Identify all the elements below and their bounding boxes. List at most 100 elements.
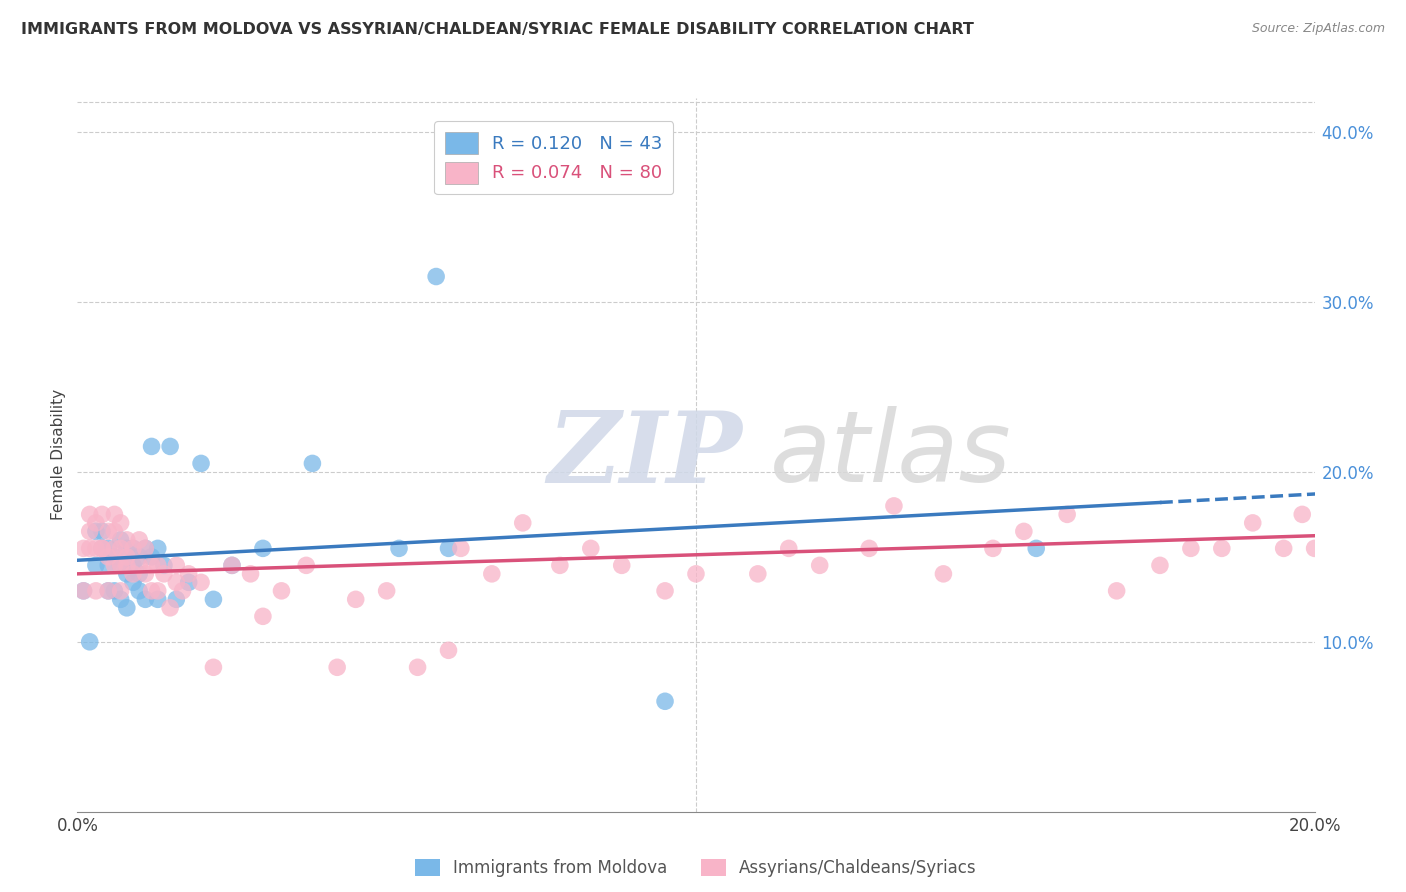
Point: [134, 566, 156, 581]
Point: [165, 592, 187, 607]
Point: [548, 558, 571, 573]
Point: [747, 566, 769, 581]
Point: [79, 541, 101, 556]
Point: [115, 533, 138, 547]
Point: [177, 566, 200, 581]
Point: [190, 575, 212, 590]
Point: [221, 558, 243, 573]
Point: [91, 541, 114, 556]
Point: [103, 541, 125, 556]
Point: [153, 558, 176, 573]
Point: [177, 575, 200, 590]
Point: [115, 566, 138, 581]
Point: [122, 541, 145, 556]
Point: [115, 558, 138, 573]
Point: [141, 549, 163, 564]
Point: [128, 533, 150, 547]
Point: [141, 558, 163, 573]
Point: [122, 566, 145, 581]
Point: [375, 583, 398, 598]
Point: [110, 558, 132, 573]
Point: [103, 558, 125, 573]
Point: [165, 558, 187, 573]
Point: [97, 524, 120, 539]
Point: [221, 558, 243, 573]
Point: [134, 592, 156, 607]
Point: [91, 524, 114, 539]
Point: [91, 541, 114, 556]
Point: [122, 541, 145, 556]
Point: [79, 508, 101, 522]
Point: [91, 541, 114, 556]
Text: atlas: atlas: [770, 407, 1012, 503]
Point: [252, 541, 274, 556]
Point: [141, 439, 163, 453]
Point: [115, 541, 138, 556]
Point: [1334, 499, 1357, 513]
Point: [239, 566, 262, 581]
Point: [481, 566, 503, 581]
Point: [450, 541, 472, 556]
Point: [610, 558, 633, 573]
Point: [110, 516, 132, 530]
Point: [91, 508, 114, 522]
Point: [128, 566, 150, 581]
Point: [1303, 541, 1326, 556]
Point: [512, 516, 534, 530]
Point: [437, 643, 460, 657]
Point: [115, 549, 138, 564]
Point: [190, 457, 212, 471]
Point: [97, 583, 120, 598]
Point: [1272, 541, 1295, 556]
Point: [79, 524, 101, 539]
Point: [1056, 508, 1078, 522]
Point: [202, 660, 225, 674]
Point: [437, 541, 460, 556]
Point: [110, 583, 132, 598]
Point: [159, 439, 181, 453]
Point: [406, 660, 429, 674]
Point: [72, 541, 94, 556]
Point: [270, 583, 292, 598]
Point: [654, 583, 676, 598]
Point: [202, 592, 225, 607]
Point: [1105, 583, 1128, 598]
Point: [115, 600, 138, 615]
Point: [103, 549, 125, 564]
Point: [425, 269, 447, 284]
Point: [172, 583, 194, 598]
Point: [110, 592, 132, 607]
Point: [84, 558, 107, 573]
Point: [858, 541, 880, 556]
Point: [685, 566, 707, 581]
Point: [146, 541, 169, 556]
Point: [344, 592, 367, 607]
Point: [146, 558, 169, 573]
Point: [110, 558, 132, 573]
Point: [579, 541, 602, 556]
Point: [97, 558, 120, 573]
Point: [1322, 524, 1344, 539]
Point: [141, 583, 163, 598]
Text: ZIP: ZIP: [547, 407, 742, 503]
Point: [146, 583, 169, 598]
Point: [301, 457, 323, 471]
Point: [128, 558, 150, 573]
Text: Source: ZipAtlas.com: Source: ZipAtlas.com: [1251, 22, 1385, 36]
Point: [122, 575, 145, 590]
Point: [72, 583, 94, 598]
Point: [103, 583, 125, 598]
Point: [128, 549, 150, 564]
Point: [84, 541, 107, 556]
Point: [134, 541, 156, 556]
Point: [122, 558, 145, 573]
Point: [1241, 516, 1264, 530]
Point: [1291, 508, 1313, 522]
Point: [1149, 558, 1171, 573]
Point: [1025, 541, 1047, 556]
Point: [981, 541, 1004, 556]
Point: [808, 558, 831, 573]
Point: [134, 541, 156, 556]
Point: [103, 508, 125, 522]
Text: IMMIGRANTS FROM MOLDOVA VS ASSYRIAN/CHALDEAN/SYRIAC FEMALE DISABILITY CORRELATIO: IMMIGRANTS FROM MOLDOVA VS ASSYRIAN/CHAL…: [21, 22, 974, 37]
